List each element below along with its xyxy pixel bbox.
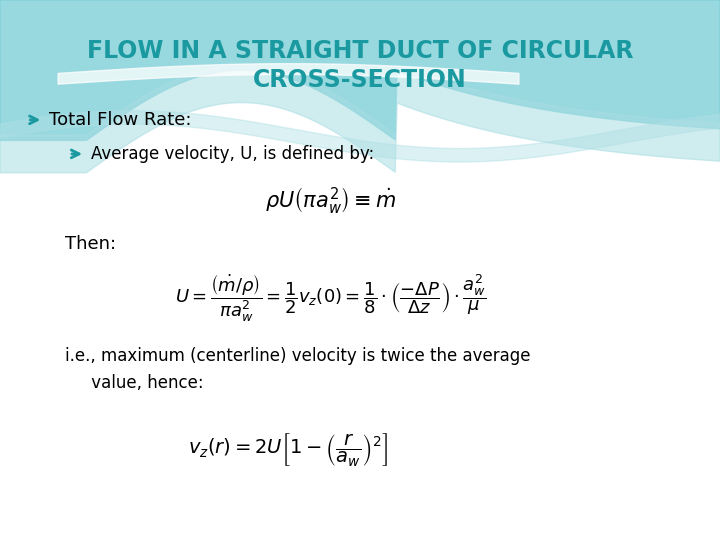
Text: $\rho U\left(\pi a_w^2\right)\equiv \dot{m}$: $\rho U\left(\pi a_w^2\right)\equiv \dot… bbox=[266, 185, 397, 217]
Text: Total Flow Rate:: Total Flow Rate: bbox=[49, 111, 192, 129]
Text: FLOW IN A STRAIGHT DUCT OF CIRCULAR: FLOW IN A STRAIGHT DUCT OF CIRCULAR bbox=[86, 39, 634, 63]
Text: Then:: Then: bbox=[65, 235, 116, 253]
Text: CROSS-SECTION: CROSS-SECTION bbox=[253, 68, 467, 92]
Text: value, hence:: value, hence: bbox=[65, 374, 204, 393]
Text: $v_z(r) = 2U\left[1-\left(\dfrac{r}{a_w}\right)^2\right]$: $v_z(r) = 2U\left[1-\left(\dfrac{r}{a_w}… bbox=[188, 431, 388, 468]
Text: $U = \dfrac{\left(\dot{m}/\rho\right)}{\pi a_w^2} = \dfrac{1}{2}v_z\left(0\right: $U = \dfrac{\left(\dot{m}/\rho\right)}{\… bbox=[176, 272, 487, 324]
Text: Average velocity, U, is defined by:: Average velocity, U, is defined by: bbox=[91, 145, 374, 163]
Text: i.e., maximum (centerline) velocity is twice the average: i.e., maximum (centerline) velocity is t… bbox=[65, 347, 531, 366]
